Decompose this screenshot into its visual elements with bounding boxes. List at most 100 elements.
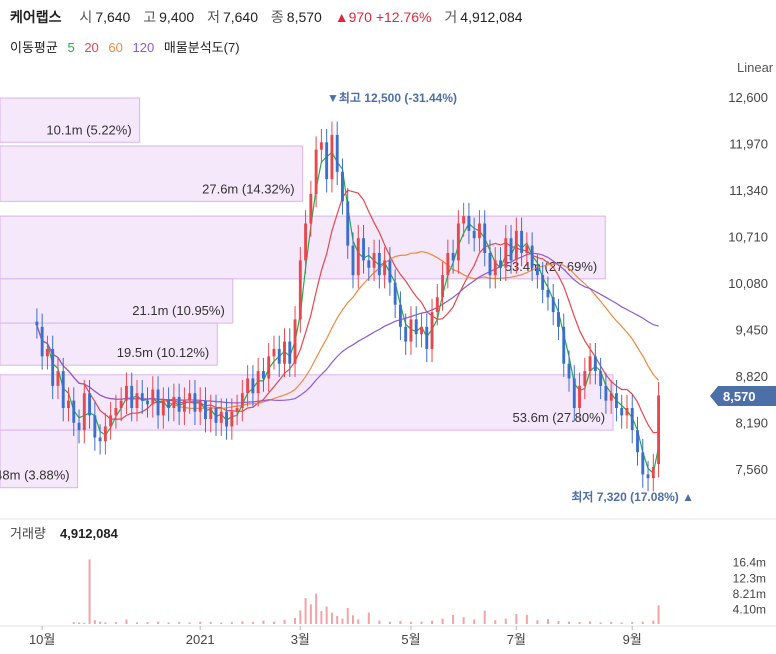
candle-body bbox=[630, 408, 634, 431]
price-tick-label: 8,820 bbox=[735, 369, 768, 384]
candle-body bbox=[51, 348, 55, 386]
candle-body bbox=[140, 393, 144, 401]
low-label: 저 bbox=[207, 9, 220, 25]
volume-bar bbox=[568, 621, 571, 624]
candle-body bbox=[256, 371, 260, 394]
volume-profile-bar bbox=[0, 278, 234, 324]
volume-bar bbox=[441, 618, 444, 624]
candle-body bbox=[530, 245, 534, 268]
candle-body bbox=[509, 238, 513, 261]
candle-body bbox=[541, 275, 545, 290]
time-tick-label: 7월 bbox=[507, 632, 526, 647]
close-value: 8,570 bbox=[286, 9, 322, 25]
candle-body bbox=[156, 389, 160, 416]
candle-body bbox=[641, 452, 645, 475]
volume-bar bbox=[504, 618, 507, 624]
candle-body bbox=[578, 385, 582, 408]
candle-body bbox=[209, 408, 213, 420]
volume-bar bbox=[388, 621, 391, 624]
scale-label[interactable]: Linear bbox=[737, 60, 774, 75]
volume-bar bbox=[610, 622, 613, 624]
candles bbox=[35, 121, 661, 492]
volume-bar bbox=[88, 559, 91, 624]
candle-body bbox=[67, 400, 70, 408]
candle-body bbox=[425, 326, 429, 349]
volume-bar bbox=[78, 622, 81, 624]
candle-body bbox=[620, 408, 624, 416]
volume-bar bbox=[409, 622, 412, 624]
volume-bar bbox=[93, 620, 96, 624]
volume-bar bbox=[188, 622, 191, 624]
candle-body bbox=[45, 348, 49, 357]
candle-body bbox=[593, 356, 597, 372]
volume-bar bbox=[341, 618, 344, 624]
candle-body bbox=[88, 393, 92, 416]
volume-bar bbox=[599, 622, 602, 624]
candle-body bbox=[499, 260, 502, 268]
price-tick-label: 10,080 bbox=[728, 276, 768, 291]
candle-body bbox=[267, 356, 271, 379]
volume-bar bbox=[209, 622, 212, 624]
candle-body bbox=[377, 253, 381, 276]
volume-bar bbox=[367, 612, 370, 624]
candle-body bbox=[604, 385, 608, 401]
volume-bar bbox=[357, 619, 360, 624]
volume-bar bbox=[251, 622, 254, 624]
candle-body bbox=[636, 430, 639, 453]
ma-120[interactable]: 120 bbox=[132, 40, 155, 55]
candle-body bbox=[314, 149, 318, 194]
candle-body bbox=[198, 400, 202, 412]
time-tick-label: 2021 bbox=[186, 632, 215, 647]
candle-body bbox=[388, 260, 392, 283]
candle-body bbox=[330, 134, 334, 180]
volume-bar bbox=[199, 621, 202, 624]
time-tick-label: 10월 bbox=[29, 632, 55, 647]
candle-body bbox=[35, 321, 39, 326]
candle-body bbox=[225, 411, 229, 427]
candle-body bbox=[335, 134, 339, 172]
ma-60[interactable]: 60 bbox=[108, 40, 123, 55]
candle-body bbox=[462, 216, 466, 224]
price-tick-label: 11,340 bbox=[729, 183, 768, 198]
volume-bar bbox=[525, 614, 528, 624]
candle-body bbox=[472, 230, 476, 239]
volume-bar bbox=[283, 619, 286, 624]
candle-body bbox=[277, 348, 281, 364]
candle-body bbox=[525, 245, 529, 253]
volume-bar bbox=[146, 622, 149, 624]
candle-body bbox=[657, 395, 661, 465]
volume-bar bbox=[557, 620, 560, 624]
volume-bars bbox=[72, 559, 660, 624]
volume-profile-label[interactable]: 매물분석도(7) bbox=[163, 40, 240, 55]
candle-body bbox=[319, 142, 323, 150]
ma-20[interactable]: 20 bbox=[84, 40, 99, 55]
volume-profile-label: 27.6m (14.32%) bbox=[202, 181, 295, 196]
candle-body bbox=[351, 245, 355, 276]
volume-bar bbox=[230, 622, 233, 624]
candle-body bbox=[261, 371, 265, 379]
ma-5[interactable]: 5 bbox=[67, 40, 75, 55]
volume-profile-bar bbox=[0, 429, 79, 489]
stock-name: 케어랩스 bbox=[10, 9, 62, 25]
candle-body bbox=[562, 326, 566, 364]
low-value: 7,640 bbox=[222, 9, 259, 25]
volume-panel-label: 거래량 bbox=[10, 526, 46, 541]
low-annotation: 최저 7,320 (17.08%) ▲ bbox=[571, 489, 694, 504]
volume-bar bbox=[546, 619, 549, 624]
candle-body bbox=[404, 326, 408, 342]
moving-average-label[interactable]: 이동평균 bbox=[10, 40, 58, 55]
volume-bar bbox=[114, 622, 117, 624]
volume-bar bbox=[294, 617, 297, 624]
candle-body bbox=[40, 326, 44, 357]
candle-body bbox=[614, 393, 618, 408]
volume-bar bbox=[83, 622, 86, 624]
high-annotation: ▼최고 12,500 (-31.44%) bbox=[327, 90, 457, 105]
volume-bar bbox=[631, 622, 634, 624]
candle-body bbox=[451, 253, 455, 261]
candle-body bbox=[214, 408, 218, 423]
open-label: 시 bbox=[79, 9, 93, 25]
candle-body bbox=[77, 422, 81, 431]
candle-body bbox=[356, 238, 360, 276]
candle-body bbox=[488, 253, 492, 276]
